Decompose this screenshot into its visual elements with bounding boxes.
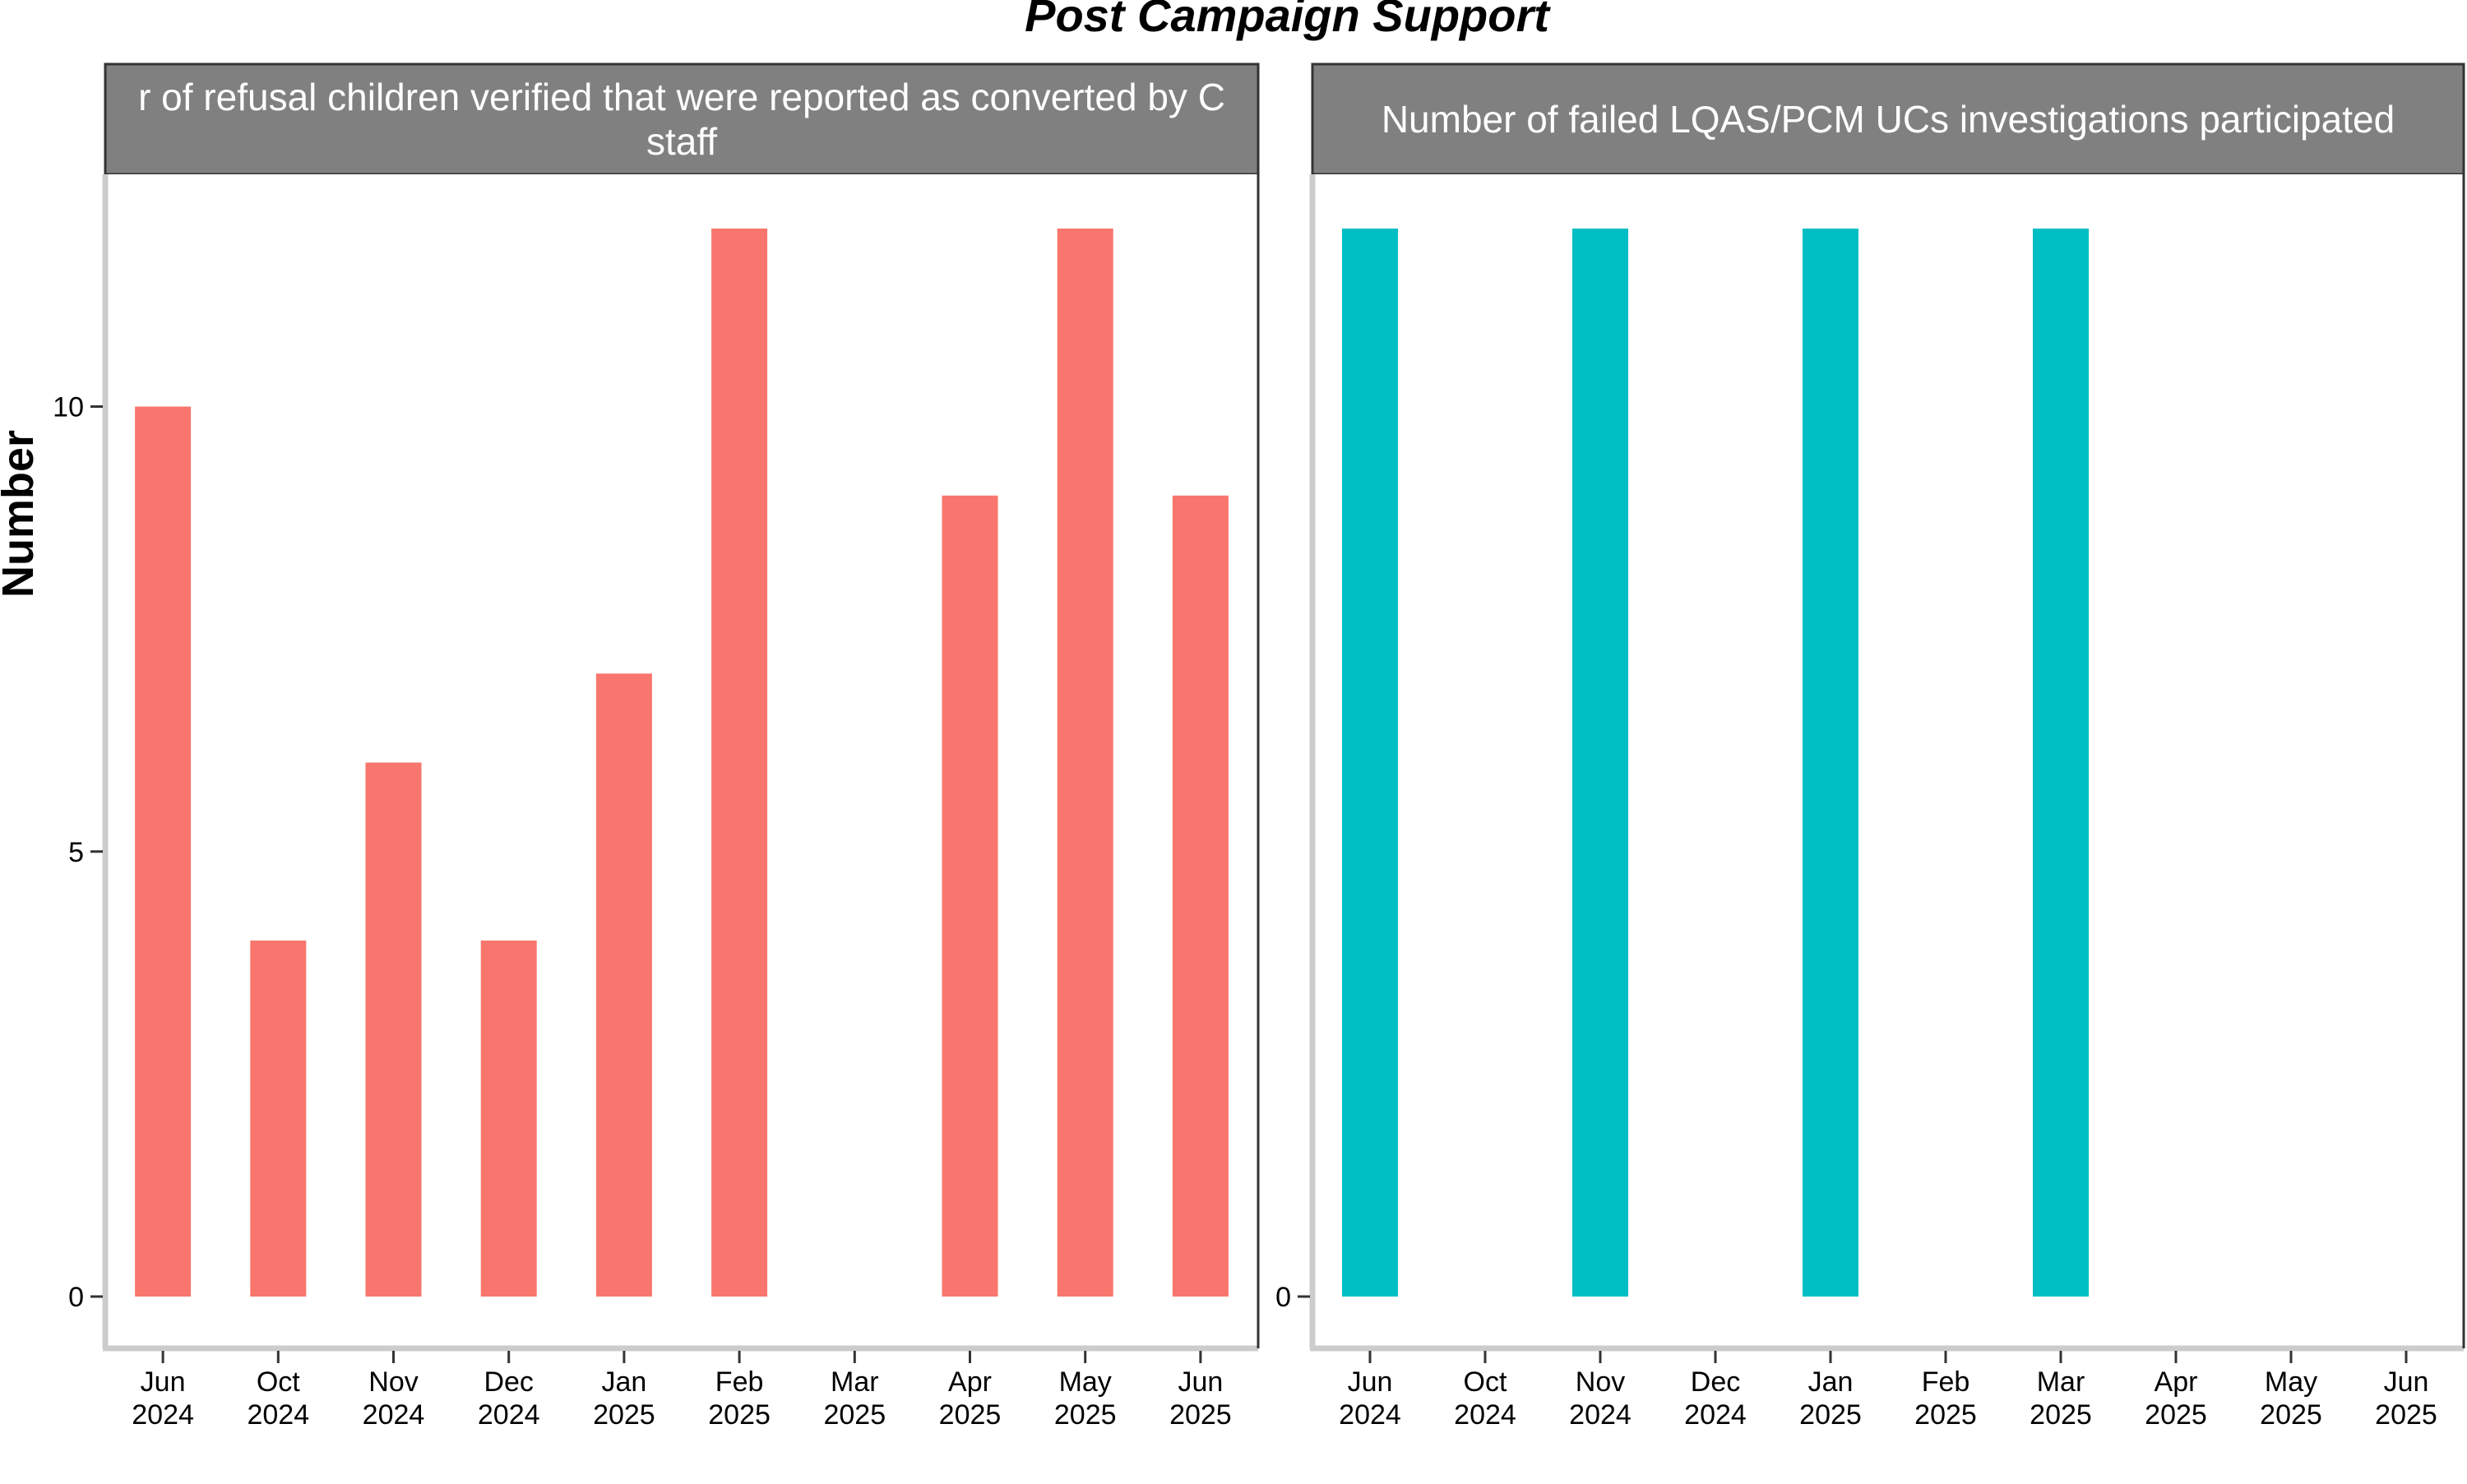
x-tick-label: May 2025 <box>2260 1366 2322 1431</box>
y-tick-label: 5 <box>68 837 84 868</box>
x-tick-label: Jan 2025 <box>1799 1366 1862 1431</box>
y-tick-label: 0 <box>68 1282 84 1313</box>
x-tick-label: Mar 2025 <box>2030 1366 2092 1431</box>
bar-3 <box>365 762 422 1297</box>
x-tick-label: May 2025 <box>1054 1366 1117 1431</box>
panel-strip <box>104 62 1260 176</box>
panel-2: Number of failed LQAS/PCM UCs investigat… <box>1275 62 2465 1431</box>
y-tick-label: 0 <box>1275 1282 1291 1313</box>
x-tick-label: Nov 2024 <box>1569 1366 1632 1431</box>
x-tick-label: Jun 2024 <box>132 1366 194 1431</box>
x-tick-label: Dec 2024 <box>478 1366 540 1431</box>
plot-area <box>1312 174 2464 1348</box>
bar-5 <box>1803 229 1858 1297</box>
x-tick-label: Nov 2024 <box>363 1366 425 1431</box>
bar-6 <box>711 229 768 1297</box>
x-tick-label: Apr 2025 <box>939 1366 1002 1431</box>
bar-10 <box>1172 495 1229 1297</box>
panel-strip-label: Number of failed LQAS/PCM UCs investigat… <box>1382 98 2395 141</box>
panel-strip-label: r of refusal children verified that were… <box>138 76 1225 118</box>
bar-4 <box>480 941 537 1297</box>
x-tick-label: Mar 2025 <box>823 1366 886 1431</box>
x-tick-label: Jun 2025 <box>2375 1366 2437 1431</box>
chart-title: Post Campaign Support <box>1025 0 1551 41</box>
y-axis-label: Number <box>0 430 43 598</box>
x-tick-label: Apr 2025 <box>2145 1366 2207 1431</box>
panels-layer: r of refusal children verified that were… <box>53 62 2465 1431</box>
bar-9 <box>1057 229 1113 1297</box>
panel-strip <box>1311 62 2465 176</box>
bar-5 <box>595 673 652 1297</box>
bar-2 <box>250 941 307 1297</box>
panel-strip-label: staff <box>646 120 717 163</box>
x-tick-label: Oct 2024 <box>247 1366 309 1431</box>
bar-1 <box>1342 229 1398 1297</box>
x-tick-label: Oct 2024 <box>1454 1366 1516 1431</box>
x-tick-label: Jun 2025 <box>1169 1366 1232 1431</box>
x-tick-label: Jan 2025 <box>593 1366 655 1431</box>
bar-8 <box>942 495 998 1297</box>
x-tick-label: Dec 2024 <box>1684 1366 1747 1431</box>
x-tick-label: Feb 2025 <box>708 1366 771 1431</box>
bar-1 <box>135 406 192 1297</box>
y-tick-label: 10 <box>53 392 84 423</box>
bar-7 <box>2033 229 2089 1297</box>
x-tick-label: Jun 2024 <box>1339 1366 1401 1431</box>
bar-3 <box>1572 229 1628 1297</box>
x-tick-label: Feb 2025 <box>1914 1366 1977 1431</box>
panel-1: r of refusal children verified that were… <box>53 62 1260 1431</box>
